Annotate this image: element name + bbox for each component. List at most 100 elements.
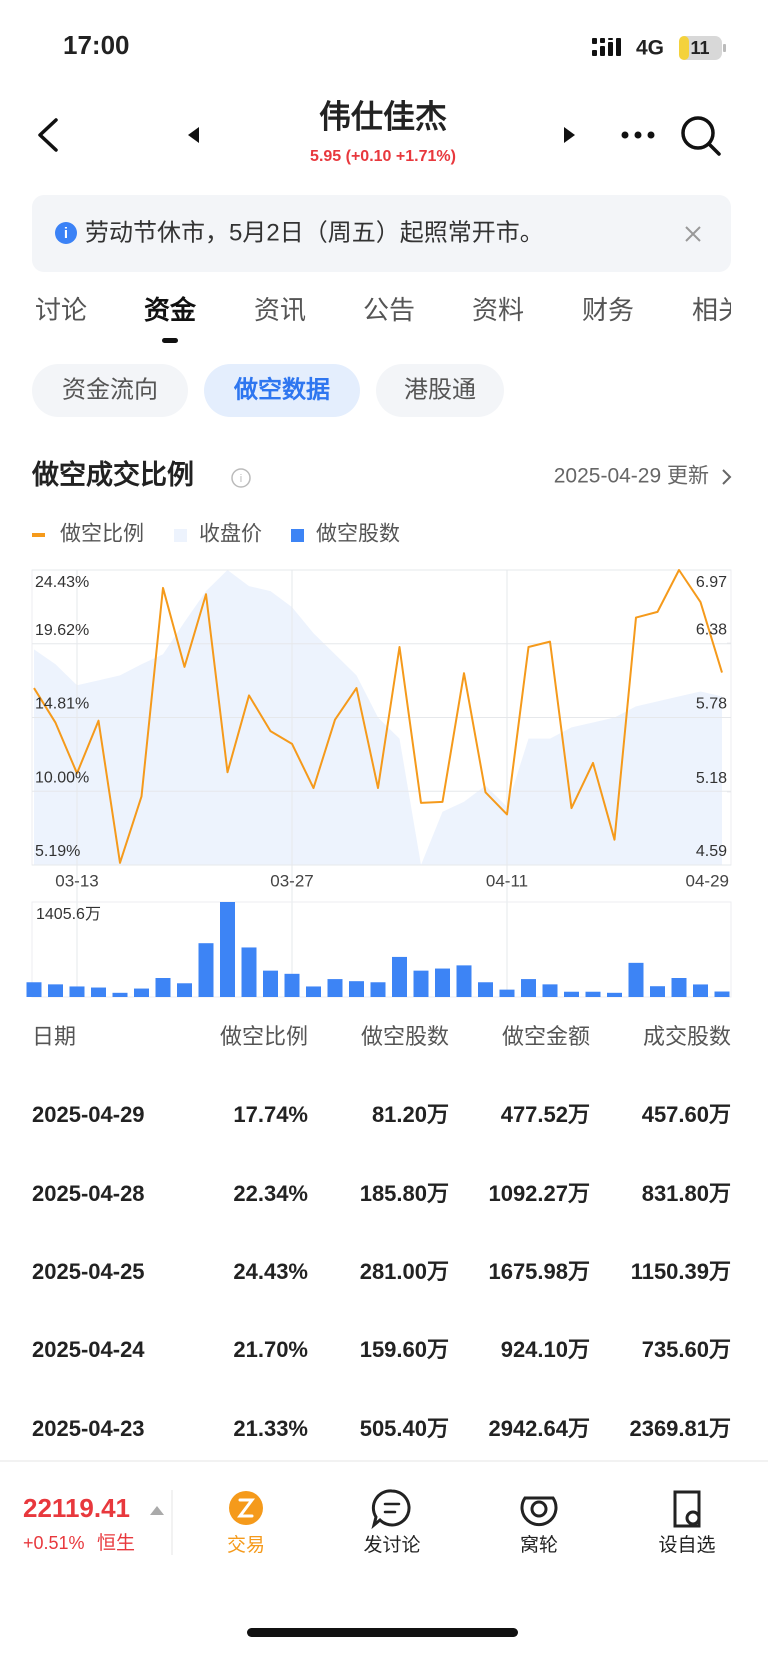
bar bbox=[112, 992, 128, 997]
tab[interactable]: 资讯 bbox=[254, 295, 306, 325]
table-cell: 185.80万 bbox=[360, 1181, 449, 1206]
bar bbox=[263, 970, 278, 997]
table-cell: 2942.64万 bbox=[488, 1416, 590, 1441]
status-time: 17:00 bbox=[63, 30, 130, 60]
stock-quote: 5.95 (+0.10 +1.71%) bbox=[310, 148, 456, 165]
tab-indicator bbox=[162, 338, 178, 343]
chart-info-icon[interactable] bbox=[231, 468, 251, 488]
tab[interactable]: 公告 bbox=[363, 295, 415, 325]
y-tick-label: 5.19% bbox=[35, 843, 80, 860]
more-button[interactable] bbox=[621, 131, 655, 139]
bar bbox=[607, 992, 622, 997]
y2-tick-label: 5.18 bbox=[696, 770, 727, 787]
sub-tab-active-bg[interactable] bbox=[204, 364, 360, 417]
bar bbox=[392, 956, 407, 997]
x-tick-label: 03-13 bbox=[55, 871, 98, 890]
y2-tick-label: 5.78 bbox=[696, 696, 727, 713]
bar bbox=[693, 984, 708, 997]
tab[interactable]: 相关 bbox=[692, 295, 744, 325]
nav-label[interactable]: 设自选 bbox=[658, 1534, 715, 1556]
bar bbox=[671, 978, 687, 997]
x-tick-label: 04-11 bbox=[486, 871, 528, 890]
table-cell: 457.60万 bbox=[642, 1102, 731, 1127]
index-name[interactable]: 恒生 bbox=[97, 1532, 135, 1554]
tab[interactable]: 讨论 bbox=[35, 295, 87, 325]
prev-stock[interactable] bbox=[188, 127, 199, 143]
watchlist-icon[interactable] bbox=[673, 1490, 701, 1528]
back-button[interactable] bbox=[38, 118, 58, 152]
bar bbox=[628, 962, 644, 997]
y2-tick-label: 6.38 bbox=[696, 621, 727, 638]
table-cell: 2025-04-25 bbox=[32, 1259, 145, 1284]
bar bbox=[456, 965, 472, 997]
table-cell: 21.70% bbox=[233, 1337, 308, 1362]
table-cell: 159.60万 bbox=[360, 1337, 449, 1362]
battery-cap bbox=[723, 44, 726, 52]
charts: 5.19% 10.00% 14.81% 19.62% 24.43% 4.59 5.18 5.7… bbox=[26, 569, 732, 998]
nav-label[interactable]: 交易 bbox=[227, 1534, 265, 1556]
bar bbox=[284, 973, 300, 997]
battery-level bbox=[679, 36, 689, 60]
legend-swatch bbox=[32, 533, 45, 537]
sub-tab-bg[interactable] bbox=[32, 364, 188, 417]
bar bbox=[714, 991, 730, 997]
tab[interactable]: 资料 bbox=[472, 295, 524, 325]
table-cell: 1150.39万 bbox=[631, 1259, 731, 1284]
notice-text: 劳动节休市，5月2日（周五）起照常开市。 bbox=[85, 219, 544, 246]
table-header: 做空股数 bbox=[361, 1024, 449, 1049]
battery bbox=[679, 36, 722, 60]
table-header: 成交股数 bbox=[643, 1024, 731, 1049]
bar bbox=[134, 988, 149, 997]
table-cell: 1092.27万 bbox=[488, 1181, 590, 1206]
bar bbox=[48, 984, 63, 997]
bar bbox=[370, 982, 386, 997]
table-cell: 21.33% bbox=[233, 1416, 308, 1441]
table-cell: 735.60万 bbox=[642, 1337, 731, 1362]
tab-bar: 讨论 资金 资讯 公告 资料 财务 相关 bbox=[35, 295, 744, 325]
table-cell: 22.34% bbox=[233, 1181, 308, 1206]
index-change[interactable]: +0.51% bbox=[23, 1533, 85, 1553]
bar bbox=[220, 902, 235, 997]
chart-info-glyph: i bbox=[240, 473, 242, 485]
info-icon bbox=[55, 222, 77, 244]
table-header: 日期 bbox=[32, 1024, 76, 1049]
table-cell: 1675.98万 bbox=[488, 1259, 590, 1284]
y2-tick-label: 6.97 bbox=[696, 574, 727, 591]
table-cell: 2369.81万 bbox=[629, 1416, 731, 1441]
next-stock[interactable] bbox=[564, 127, 575, 143]
nav-label[interactable]: 发讨论 bbox=[363, 1534, 420, 1556]
legend-swatch bbox=[174, 529, 187, 542]
nav-label[interactable]: 窝轮 bbox=[520, 1534, 558, 1556]
info-glyph: i bbox=[64, 225, 68, 242]
sub-tab-active[interactable]: 做空数据 bbox=[233, 375, 330, 403]
chart-subtitle[interactable]: 2025-04-29 更新 bbox=[554, 465, 709, 488]
table-cell: 2025-04-28 bbox=[32, 1181, 145, 1206]
chart-more-arrow[interactable] bbox=[722, 469, 732, 485]
search-button[interactable] bbox=[681, 116, 721, 156]
table-cell: 281.00万 bbox=[360, 1259, 449, 1284]
sub-tab[interactable]: 港股通 bbox=[404, 376, 476, 403]
x-tick-label: 03-27 bbox=[270, 871, 313, 890]
bar bbox=[155, 978, 171, 997]
warrant-icon[interactable] bbox=[520, 1496, 558, 1527]
table-cell: 2025-04-24 bbox=[32, 1337, 145, 1362]
notice-close[interactable] bbox=[685, 226, 701, 242]
bar bbox=[177, 983, 192, 997]
table-cell: 81.20万 bbox=[372, 1102, 449, 1127]
signal-icon bbox=[592, 38, 621, 56]
sub-tab-bg[interactable] bbox=[376, 364, 504, 417]
stock-name: 伟仕佳杰 bbox=[319, 98, 447, 134]
table-cell: 924.10万 bbox=[501, 1337, 590, 1362]
table-header: 做空金额 bbox=[502, 1024, 590, 1049]
discuss-icon[interactable] bbox=[371, 1489, 411, 1530]
notice-box bbox=[32, 195, 731, 272]
sub-tab[interactable]: 资金流向 bbox=[62, 376, 158, 403]
table-cell: 2025-04-23 bbox=[32, 1416, 145, 1441]
tab[interactable]: 财务 bbox=[582, 295, 634, 325]
index-value[interactable]: 22119.41 bbox=[23, 1493, 130, 1523]
bar bbox=[69, 986, 85, 997]
tab-active[interactable]: 资金 bbox=[144, 295, 197, 325]
bar bbox=[91, 987, 106, 997]
table-cell: 2025-04-29 bbox=[32, 1102, 145, 1127]
